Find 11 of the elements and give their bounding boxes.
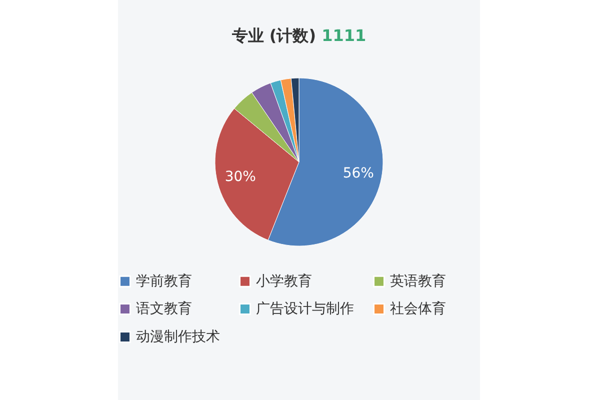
text: 1111 bbox=[320, 26, 366, 45]
legend-label: 语文教育 bbox=[136, 300, 192, 317]
legend-label: 广告设计与制作 bbox=[256, 301, 354, 317]
legend-label: 英语教育 bbox=[390, 272, 446, 290]
legend-label: 动漫制作技术 bbox=[136, 329, 220, 345]
legend-label: 学前教育 bbox=[136, 272, 192, 290]
legend-label: 社会体育 bbox=[390, 300, 446, 317]
chart-title: 专业 (计数) bbox=[232, 26, 316, 45]
data-label: 30% bbox=[224, 169, 256, 186]
legend-label: 小学教育 bbox=[256, 272, 312, 290]
data-label: 56% bbox=[342, 165, 374, 182]
